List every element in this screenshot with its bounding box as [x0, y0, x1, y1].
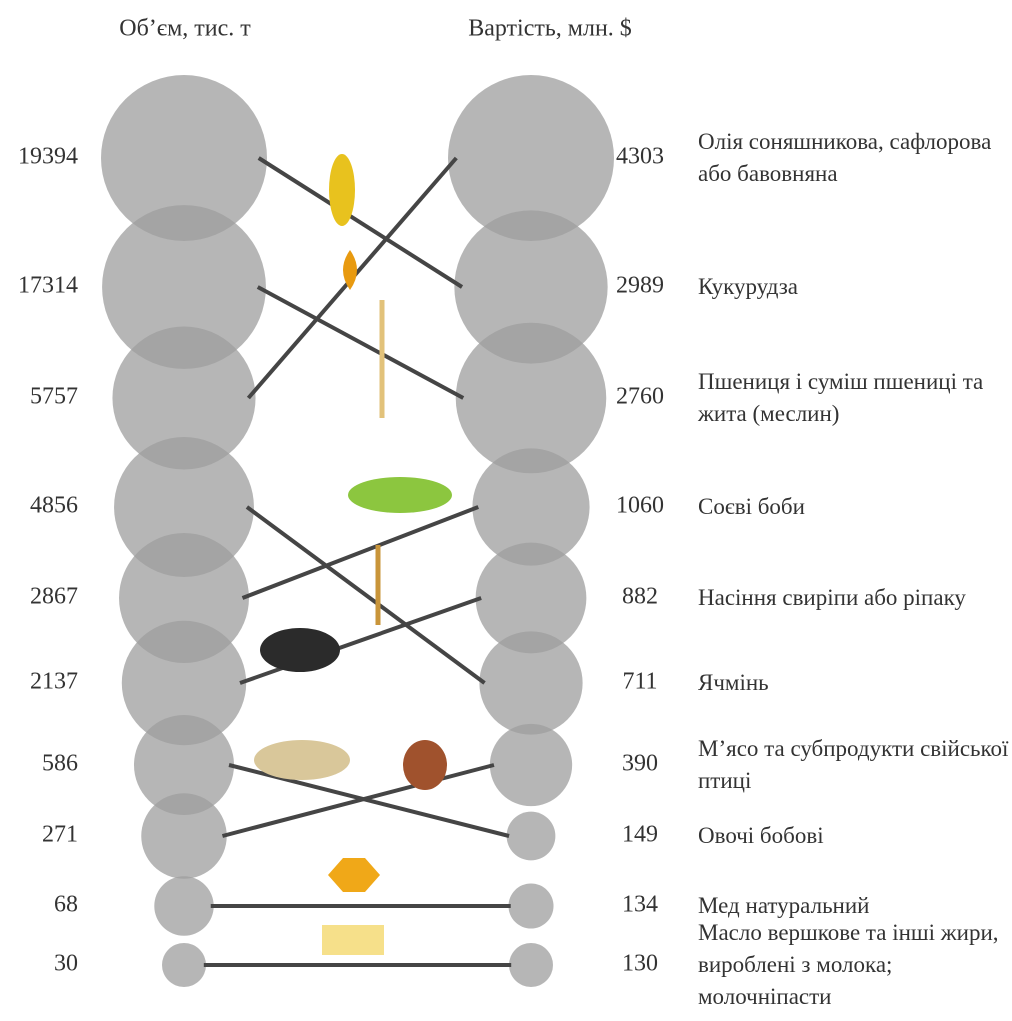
value-label: 711: [622, 669, 657, 695]
volume-bubble: [102, 205, 266, 369]
connector: [258, 287, 464, 398]
value-label: 130: [622, 951, 658, 977]
value-label: 882: [622, 584, 658, 610]
value-bubble: [479, 631, 582, 734]
volume-label: 19394: [18, 144, 78, 170]
value-label: 4303: [616, 144, 664, 170]
volume-label: 586: [42, 751, 78, 777]
volume-label: 68: [54, 892, 78, 918]
product-name: Овочі бобові: [698, 820, 1010, 852]
product-name: Соєві боби: [698, 491, 1010, 523]
value-label: 2989: [616, 273, 664, 299]
value-label: 390: [622, 751, 658, 777]
left-header: Об’єм, тис. т: [119, 16, 251, 42]
product-name: Кукурудза: [698, 271, 1010, 303]
connector: [242, 507, 478, 598]
volume-bubble: [154, 876, 213, 935]
value-bubble: [490, 724, 572, 806]
volume-label: 4856: [30, 493, 78, 519]
right-header: Вартість, млн. $: [468, 16, 632, 42]
value-bubble: [507, 812, 556, 861]
product-name: Масло вершкове та інші жири, вироблені з…: [698, 917, 1010, 1013]
value-bubble: [508, 883, 553, 928]
volume-label: 2137: [30, 669, 78, 695]
volume-bubble: [114, 437, 254, 577]
volume-label: 5757: [30, 384, 78, 410]
product-name: Насіння свиріпи або ріпаку: [698, 582, 1010, 614]
volume-bubble: [162, 943, 206, 987]
volume-label: 2867: [30, 584, 78, 610]
value-label: 149: [622, 822, 658, 848]
product-name: М’ясо та субпродукти свійської птиці: [698, 733, 1010, 797]
value-label: 1060: [616, 493, 664, 519]
volume-label: 271: [42, 822, 78, 848]
value-label: 134: [622, 892, 658, 918]
page: Об’єм, тис. т Вартість, млн. $ 5757 4303 1…: [0, 0, 1012, 1021]
volume-bubble: [134, 715, 234, 815]
volume-label: 17314: [18, 273, 78, 299]
volume-label: 30: [54, 951, 78, 977]
product-name: Пшениця і суміш пшениці та жита (меслин): [698, 366, 1010, 430]
product-name: Ячмінь: [698, 667, 1010, 699]
product-name: Олія соняшникова, сафлорова або бавовнян…: [698, 126, 1010, 190]
value-bubble: [509, 943, 553, 987]
value-label: 2760: [616, 384, 664, 410]
